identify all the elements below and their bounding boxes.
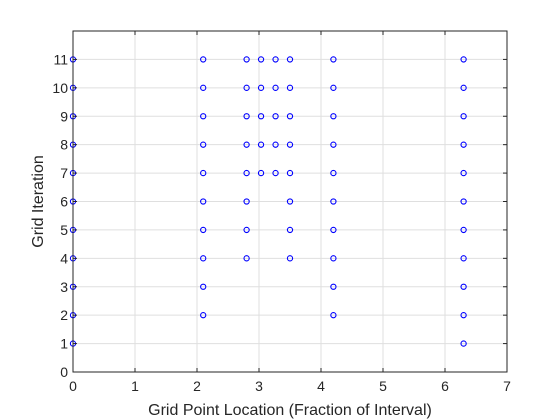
- data-point: [272, 169, 279, 177]
- data-point: [243, 226, 250, 234]
- y-tick-label: 6: [60, 194, 68, 210]
- y-tick-label: 1: [60, 336, 68, 352]
- data-point: [272, 84, 279, 91]
- data-point: [330, 84, 337, 91]
- data-point: [243, 141, 250, 148]
- x-tick-label: 6: [441, 378, 449, 394]
- data-point: [460, 312, 467, 319]
- x-tick-label: 7: [503, 378, 511, 394]
- data-point: [460, 340, 467, 347]
- data-point: [257, 84, 265, 91]
- data-point: [286, 198, 294, 205]
- data-point: [330, 141, 337, 148]
- data-point: [257, 169, 265, 177]
- data-point: [272, 56, 279, 63]
- data-point: [243, 56, 250, 63]
- data-point: [286, 226, 294, 234]
- y-tick-label: 7: [60, 165, 68, 181]
- x-tick-label: 2: [193, 378, 201, 394]
- data-point: [286, 84, 294, 91]
- data-point: [286, 56, 294, 63]
- data-point: [460, 198, 467, 205]
- data-point: [200, 255, 207, 262]
- data-point: [200, 141, 207, 148]
- y-tick-label: 5: [60, 222, 68, 238]
- x-tick-label: 3: [255, 378, 263, 394]
- x-axis-title: Grid Point Location (Fraction of Interva…: [148, 402, 432, 419]
- data-points: [69, 56, 467, 347]
- y-tick-label: 8: [60, 137, 68, 153]
- data-point: [243, 255, 250, 262]
- data-point: [200, 56, 207, 63]
- data-point: [243, 113, 250, 120]
- data-point: [460, 226, 467, 234]
- data-point: [330, 312, 337, 319]
- y-axis-title: Grid Iteration: [30, 155, 47, 247]
- data-point: [200, 198, 207, 205]
- tick-labels: 0 1 2 3 4 5 6 7 0 1 2 3 4 5 6 7 8 9 10 11: [52, 51, 511, 394]
- data-point: [200, 283, 207, 290]
- x-tick-label: 0: [69, 378, 77, 394]
- data-point: [257, 141, 265, 148]
- x-tick-label: 1: [131, 378, 139, 394]
- y-tick-label: 0: [60, 364, 68, 380]
- data-point: [200, 226, 207, 234]
- y-tick-label: 9: [60, 108, 68, 124]
- x-tick-label: 5: [379, 378, 387, 394]
- y-tick-label: 3: [60, 279, 68, 295]
- data-point: [272, 113, 279, 120]
- data-point: [200, 84, 207, 91]
- y-tick-label: 10: [52, 80, 68, 96]
- data-point: [286, 113, 294, 120]
- data-point: [330, 169, 337, 177]
- data-point: [286, 255, 294, 262]
- data-point: [460, 56, 467, 63]
- data-point: [243, 198, 250, 205]
- axis-ticks: [72, 31, 508, 373]
- data-point: [200, 312, 207, 319]
- data-point: [243, 169, 250, 177]
- data-point: [286, 141, 294, 148]
- data-point: [460, 113, 467, 120]
- data-point: [330, 56, 337, 63]
- data-point: [272, 141, 279, 148]
- data-point: [330, 113, 337, 120]
- data-point: [460, 141, 467, 148]
- data-point: [330, 255, 337, 262]
- data-point: [460, 169, 467, 177]
- data-point: [200, 169, 207, 177]
- data-point: [243, 84, 250, 91]
- data-point: [257, 113, 265, 120]
- data-point: [460, 283, 467, 290]
- grid-lines: [72, 31, 508, 373]
- data-point: [257, 56, 265, 63]
- x-tick-label: 4: [317, 378, 325, 394]
- data-point: [330, 226, 337, 234]
- data-point: [200, 113, 207, 120]
- data-point: [460, 255, 467, 262]
- y-tick-label: 2: [60, 307, 68, 323]
- data-point: [330, 198, 337, 205]
- y-tick-label: 11: [53, 51, 68, 67]
- data-point: [286, 169, 294, 177]
- data-point: [460, 84, 467, 91]
- data-point: [330, 283, 337, 290]
- y-tick-label: 4: [60, 250, 68, 266]
